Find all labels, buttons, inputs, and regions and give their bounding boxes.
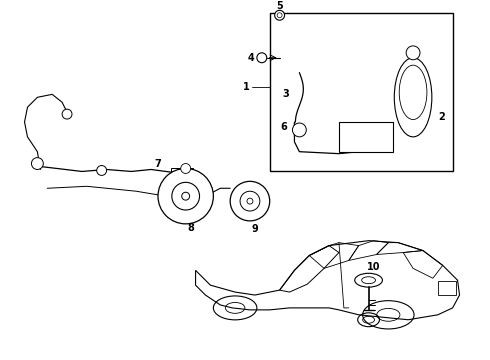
Circle shape [257,53,267,63]
Text: 7: 7 [154,158,161,168]
Text: 3: 3 [283,89,290,99]
Circle shape [182,192,190,200]
Bar [171,168,193,176]
Text: 4: 4 [247,53,254,63]
Text: 8: 8 [187,223,194,233]
Text: 10: 10 [367,262,380,273]
Circle shape [277,13,282,18]
Text: 9: 9 [251,224,258,234]
Bar [339,122,393,152]
Text: 1: 1 [243,82,250,93]
Circle shape [230,181,270,221]
Circle shape [275,10,285,20]
Bar [270,13,453,171]
Circle shape [247,198,253,204]
Text: 6: 6 [281,122,288,132]
Circle shape [62,109,72,119]
Circle shape [158,168,213,224]
Circle shape [31,158,43,170]
Bar [438,281,456,295]
Circle shape [293,123,306,137]
Text: 2: 2 [438,112,444,122]
Circle shape [240,191,260,211]
Circle shape [172,182,199,210]
Circle shape [181,163,191,174]
Text: 5: 5 [276,1,283,12]
Circle shape [97,166,107,175]
Circle shape [406,46,420,60]
